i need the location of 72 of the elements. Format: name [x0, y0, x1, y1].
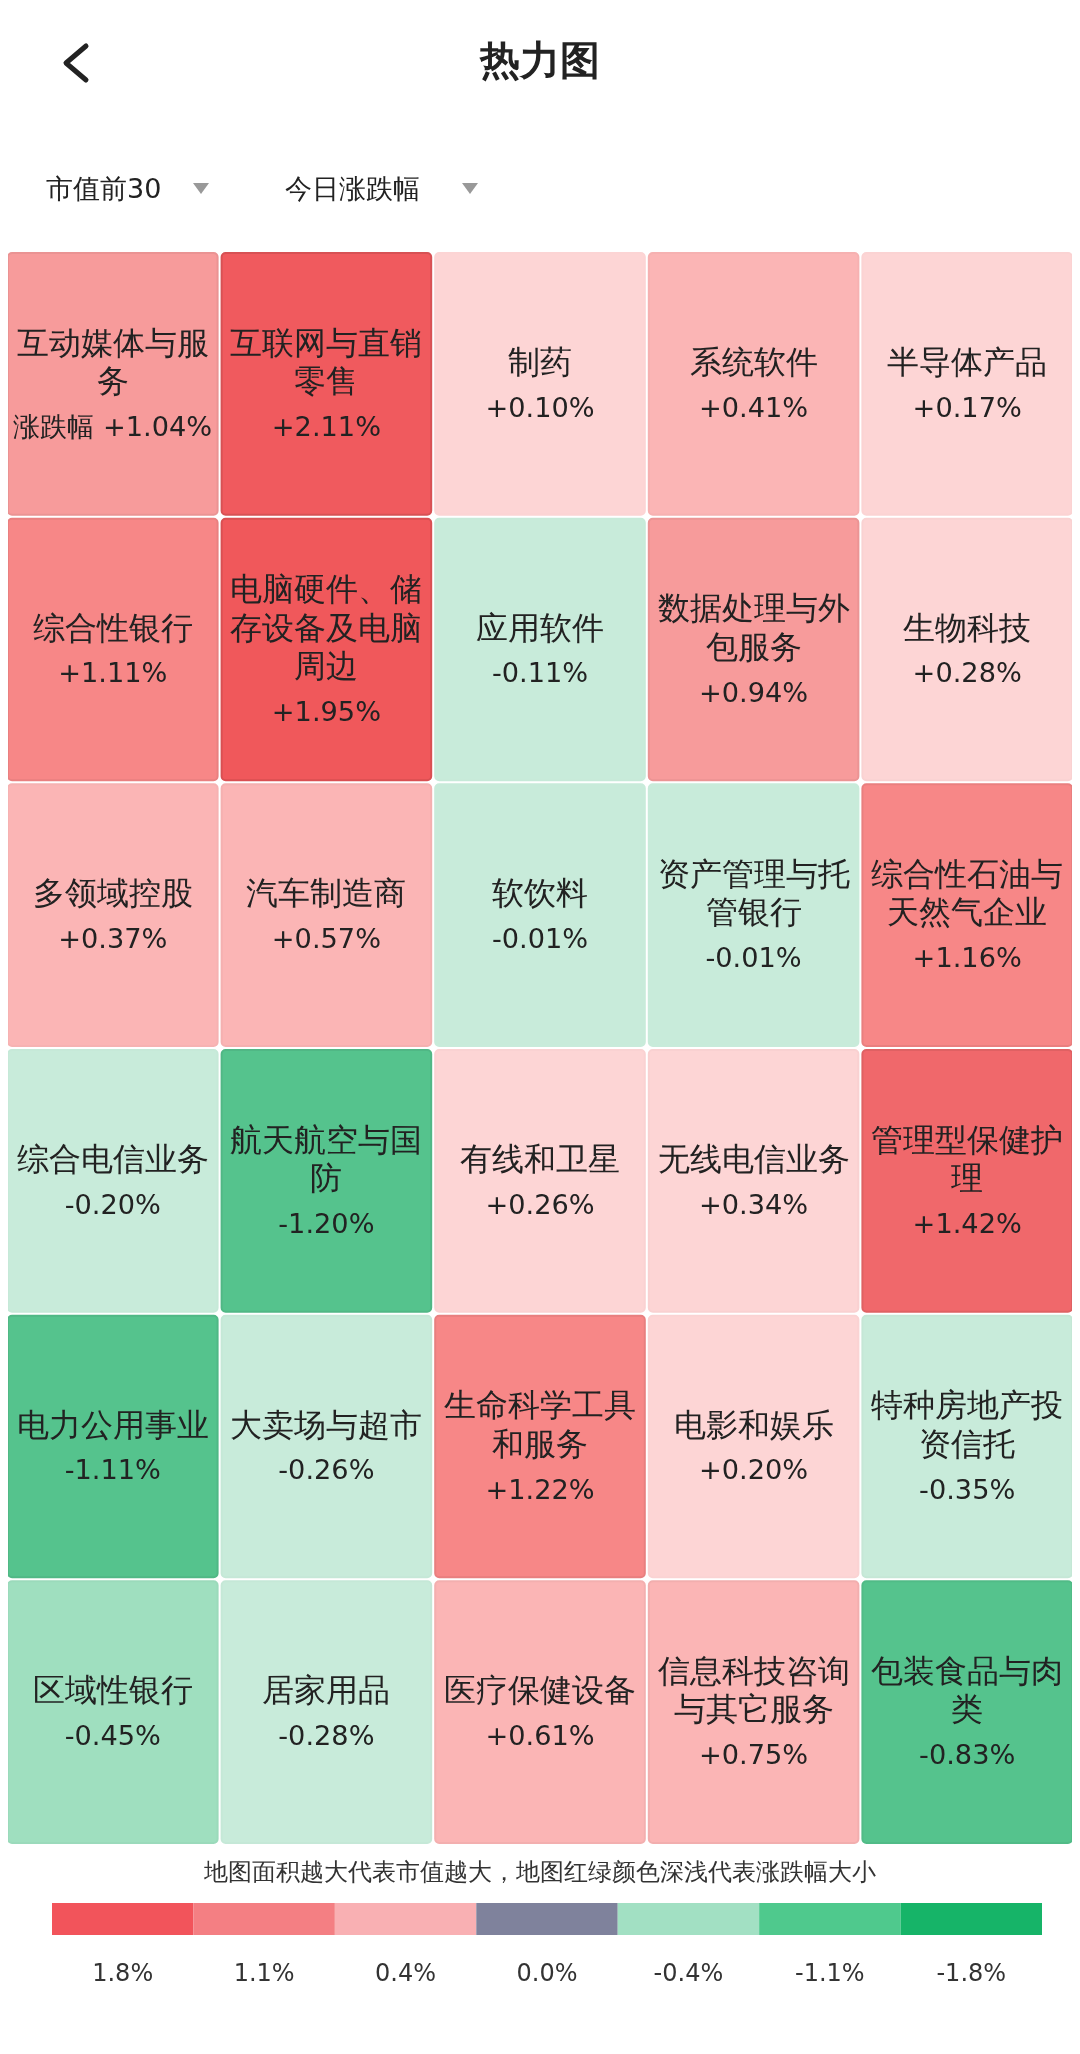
data-label: -0.01% [705, 942, 802, 974]
category-label: 数据处理与外包服务 [657, 589, 850, 666]
text: -1.8% [936, 1959, 1007, 1987]
data-label: +1.04% [103, 410, 213, 442]
category-label: 互联网与直销零售 [230, 323, 423, 401]
category-label: 综合性银行 [32, 608, 193, 647]
category-label: 软饮料 [492, 874, 588, 913]
category-label: 包装食品与肉类 [871, 1652, 1064, 1729]
category-label: 汽车制造商 [246, 874, 407, 913]
data-label: -0.35% [919, 1473, 1016, 1505]
data-label: +0.26% [485, 1188, 595, 1220]
text: 1.8% [92, 1959, 154, 1987]
data-label: +0.94% [699, 676, 809, 708]
text: 热力图 [479, 37, 600, 83]
data-label: +0.41% [699, 391, 809, 423]
data-label: +0.10% [485, 391, 595, 423]
category-label: 电脑硬件、储存设备及电脑周边 [230, 570, 423, 686]
category-label: 电影和娱乐 [673, 1405, 834, 1444]
data-label: +2.11% [271, 410, 381, 442]
data-label: -0.11% [491, 657, 589, 689]
data-label: +1.16% [912, 942, 1022, 974]
text: 0.0% [516, 1959, 578, 1987]
category-label: 管理型保健护理 [871, 1120, 1064, 1198]
text: 市值前30 [46, 173, 162, 204]
category-label: 航天航空与国防 [230, 1120, 423, 1198]
data-label: -0.28% [278, 1719, 375, 1751]
category-label: 居家用品 [262, 1671, 391, 1710]
category-label: 半导体产品 [887, 342, 1048, 381]
data-label: -1.11% [64, 1454, 161, 1486]
category-label: 大卖场与超市 [230, 1405, 423, 1444]
data-label: +1.42% [912, 1207, 1022, 1239]
category-label: 无线电信业务 [657, 1139, 850, 1178]
category-label: 特种房地产投资信托 [871, 1386, 1064, 1463]
text: -1.1% [795, 1959, 865, 1987]
category-label: 电力公用事业 [16, 1405, 209, 1444]
data-label: +0.20% [699, 1454, 809, 1486]
data-label: +0.37% [58, 922, 168, 954]
data-label: -0.45% [64, 1719, 161, 1751]
category-label: 系统软件 [689, 342, 818, 381]
data-label: +0.57% [271, 922, 381, 954]
category-label: 信息科技咨询与其它服务 [657, 1652, 850, 1729]
data-label: +1.95% [271, 695, 381, 727]
category-label: 区域性银行 [32, 1671, 193, 1710]
data-label: +0.17% [912, 391, 1022, 423]
category-label: 生物科技 [903, 608, 1032, 647]
category-label: 医疗保健设备 [444, 1671, 636, 1710]
data-label: -0.01% [491, 922, 589, 954]
category-label: 综合电信业务 [16, 1139, 209, 1178]
category-label: 综合性石油与天然气企业 [871, 855, 1064, 932]
category-label: 应用软件 [476, 608, 604, 647]
text: 涨跌幅 [13, 410, 104, 442]
data-label: -1.20% [278, 1207, 375, 1239]
category-label: 多领域控股 [32, 874, 193, 913]
text: 0.4% [375, 1959, 437, 1987]
category-label: 制药 [508, 342, 572, 381]
text: 1.1% [233, 1959, 295, 1987]
category-label: 生命科学工具和服务 [444, 1386, 636, 1463]
category-label: 资产管理与托管银行 [657, 855, 850, 932]
category-label: 互动媒体与服务 [16, 323, 209, 401]
color-bar-title: 地图面积越大代表市值越大，地图红绿颜色深浅代表涨跌幅大小 [203, 1858, 876, 1886]
data-label: +1.22% [485, 1473, 595, 1505]
category-label: 有线和卫星 [460, 1139, 620, 1178]
text: 今日涨跌幅 [285, 173, 420, 204]
data-label: -0.83% [919, 1739, 1016, 1771]
data-label: +1.11% [58, 657, 168, 689]
data-label: +0.75% [699, 1739, 809, 1771]
data-label: +0.61% [485, 1719, 595, 1751]
text: -0.4% [653, 1959, 724, 1987]
data-label: +0.28% [912, 657, 1022, 689]
data-label: -0.26% [278, 1454, 375, 1486]
data-label: +0.34% [699, 1188, 809, 1220]
data-label: -0.20% [64, 1188, 161, 1220]
